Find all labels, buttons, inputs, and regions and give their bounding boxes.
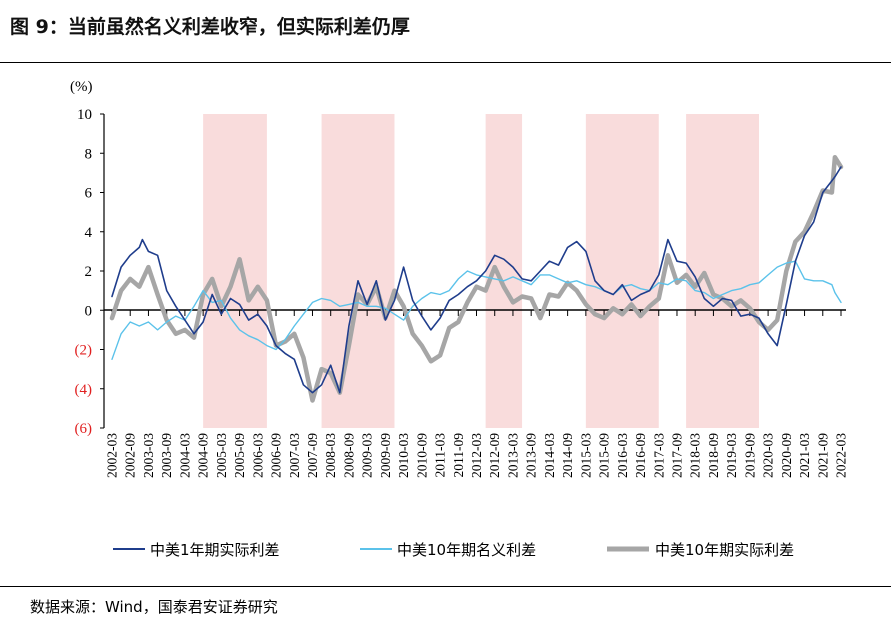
legend-label-real10y: 中美10年期实际利差 xyxy=(655,541,794,559)
x-tick-label: 2015-03 xyxy=(578,433,593,478)
y-tick-label: (2) xyxy=(75,343,93,359)
x-tick-label: 2002-03 xyxy=(105,433,120,478)
y-tick-label: 8 xyxy=(85,146,93,162)
y-tick-label: 10 xyxy=(77,107,92,123)
y-tick-label: 2 xyxy=(85,264,93,280)
series-line-real10y xyxy=(109,154,844,403)
x-tick-label: 2006-09 xyxy=(269,433,284,478)
y-tick-label: (6) xyxy=(75,421,93,437)
x-tick-label: 2018-03 xyxy=(688,433,703,478)
x-tick-label: 2008-09 xyxy=(341,433,356,478)
x-tick-label: 2016-03 xyxy=(615,433,630,478)
x-tick-label: 2014-03 xyxy=(542,433,557,478)
y-tick-label: 4 xyxy=(85,225,93,241)
x-tick-label: 2010-09 xyxy=(414,433,429,478)
series-line-real1y xyxy=(111,166,842,394)
x-tick-label: 2013-09 xyxy=(524,433,539,478)
x-tick-label: 2004-09 xyxy=(196,433,211,478)
x-tick-label: 2018-09 xyxy=(706,433,721,478)
x-tick-label: 2013-03 xyxy=(505,433,520,478)
y-tick-label: (4) xyxy=(75,382,93,398)
shaded-period-4 xyxy=(585,114,659,428)
unit-label: (%) xyxy=(70,79,93,95)
x-tick-label: 2016-09 xyxy=(633,433,648,478)
x-tick-label: 2012-03 xyxy=(469,433,484,478)
x-tick-label: 2020-03 xyxy=(761,433,776,478)
legend-label-nominal10y: 中美10年期名义利差 xyxy=(397,541,536,559)
x-tick-label: 2010-03 xyxy=(396,433,411,478)
figure-title: 图 9：当前虽然名义利差收窄，但实际利差仍厚 xyxy=(10,16,410,38)
x-tick-label: 2012-09 xyxy=(487,433,502,478)
source-note: 数据来源：Wind，国泰君安证券研究 xyxy=(30,598,278,616)
x-tick-label: 2021-09 xyxy=(815,433,830,478)
x-tick-label: 2019-09 xyxy=(742,433,757,478)
x-tick-label: 2015-09 xyxy=(597,433,612,478)
x-ticks: 2002-03 2002-09 2003-03 2003-09 2004-03 2004-… xyxy=(105,310,849,478)
shaded-periods xyxy=(203,114,759,428)
top-rule xyxy=(0,62,891,63)
x-tick-label: 2005-09 xyxy=(232,433,247,478)
x-tick-label: 2017-09 xyxy=(669,433,684,478)
x-tick-label: 2009-03 xyxy=(360,433,375,478)
x-tick-label: 2019-03 xyxy=(724,433,739,478)
x-tick-label: 2007-09 xyxy=(305,433,320,478)
x-tick-label: 2017-03 xyxy=(651,433,666,478)
x-tick-label: 2003-09 xyxy=(159,433,174,478)
legend: 中美1年期实际利差 中美10年期名义利差 中美10年期实际利差 xyxy=(113,541,794,559)
x-tick-label: 2003-03 xyxy=(141,433,156,478)
y-tick-label: 6 xyxy=(85,186,93,202)
x-tick-label: 2008-03 xyxy=(323,433,338,478)
x-tick-label: 2002-09 xyxy=(123,433,138,478)
bottom-rule xyxy=(0,586,891,587)
y-tick-label: 0 xyxy=(85,303,93,319)
y-ticks: 10 8 6 4 2 0 (2) (4) (6) xyxy=(75,107,104,437)
x-tick-label: 2021-03 xyxy=(797,433,812,478)
x-tick-label: 2011-09 xyxy=(451,433,466,478)
x-tick-label: 2009-09 xyxy=(378,433,393,478)
x-tick-label: 2007-03 xyxy=(287,433,302,478)
x-tick-label: 2020-09 xyxy=(779,433,794,478)
legend-label-real1y: 中美1年期实际利差 xyxy=(150,541,280,559)
x-tick-label: 2004-03 xyxy=(177,433,192,478)
x-tick-label: 2006-03 xyxy=(250,433,265,478)
x-tick-label: 2014-09 xyxy=(560,433,575,478)
x-tick-label: 2005-03 xyxy=(214,433,229,478)
x-tick-label: 2022-03 xyxy=(834,433,849,478)
x-tick-label: 2011-03 xyxy=(433,433,448,478)
shaded-period-5 xyxy=(686,114,759,428)
series-lines xyxy=(109,154,844,403)
